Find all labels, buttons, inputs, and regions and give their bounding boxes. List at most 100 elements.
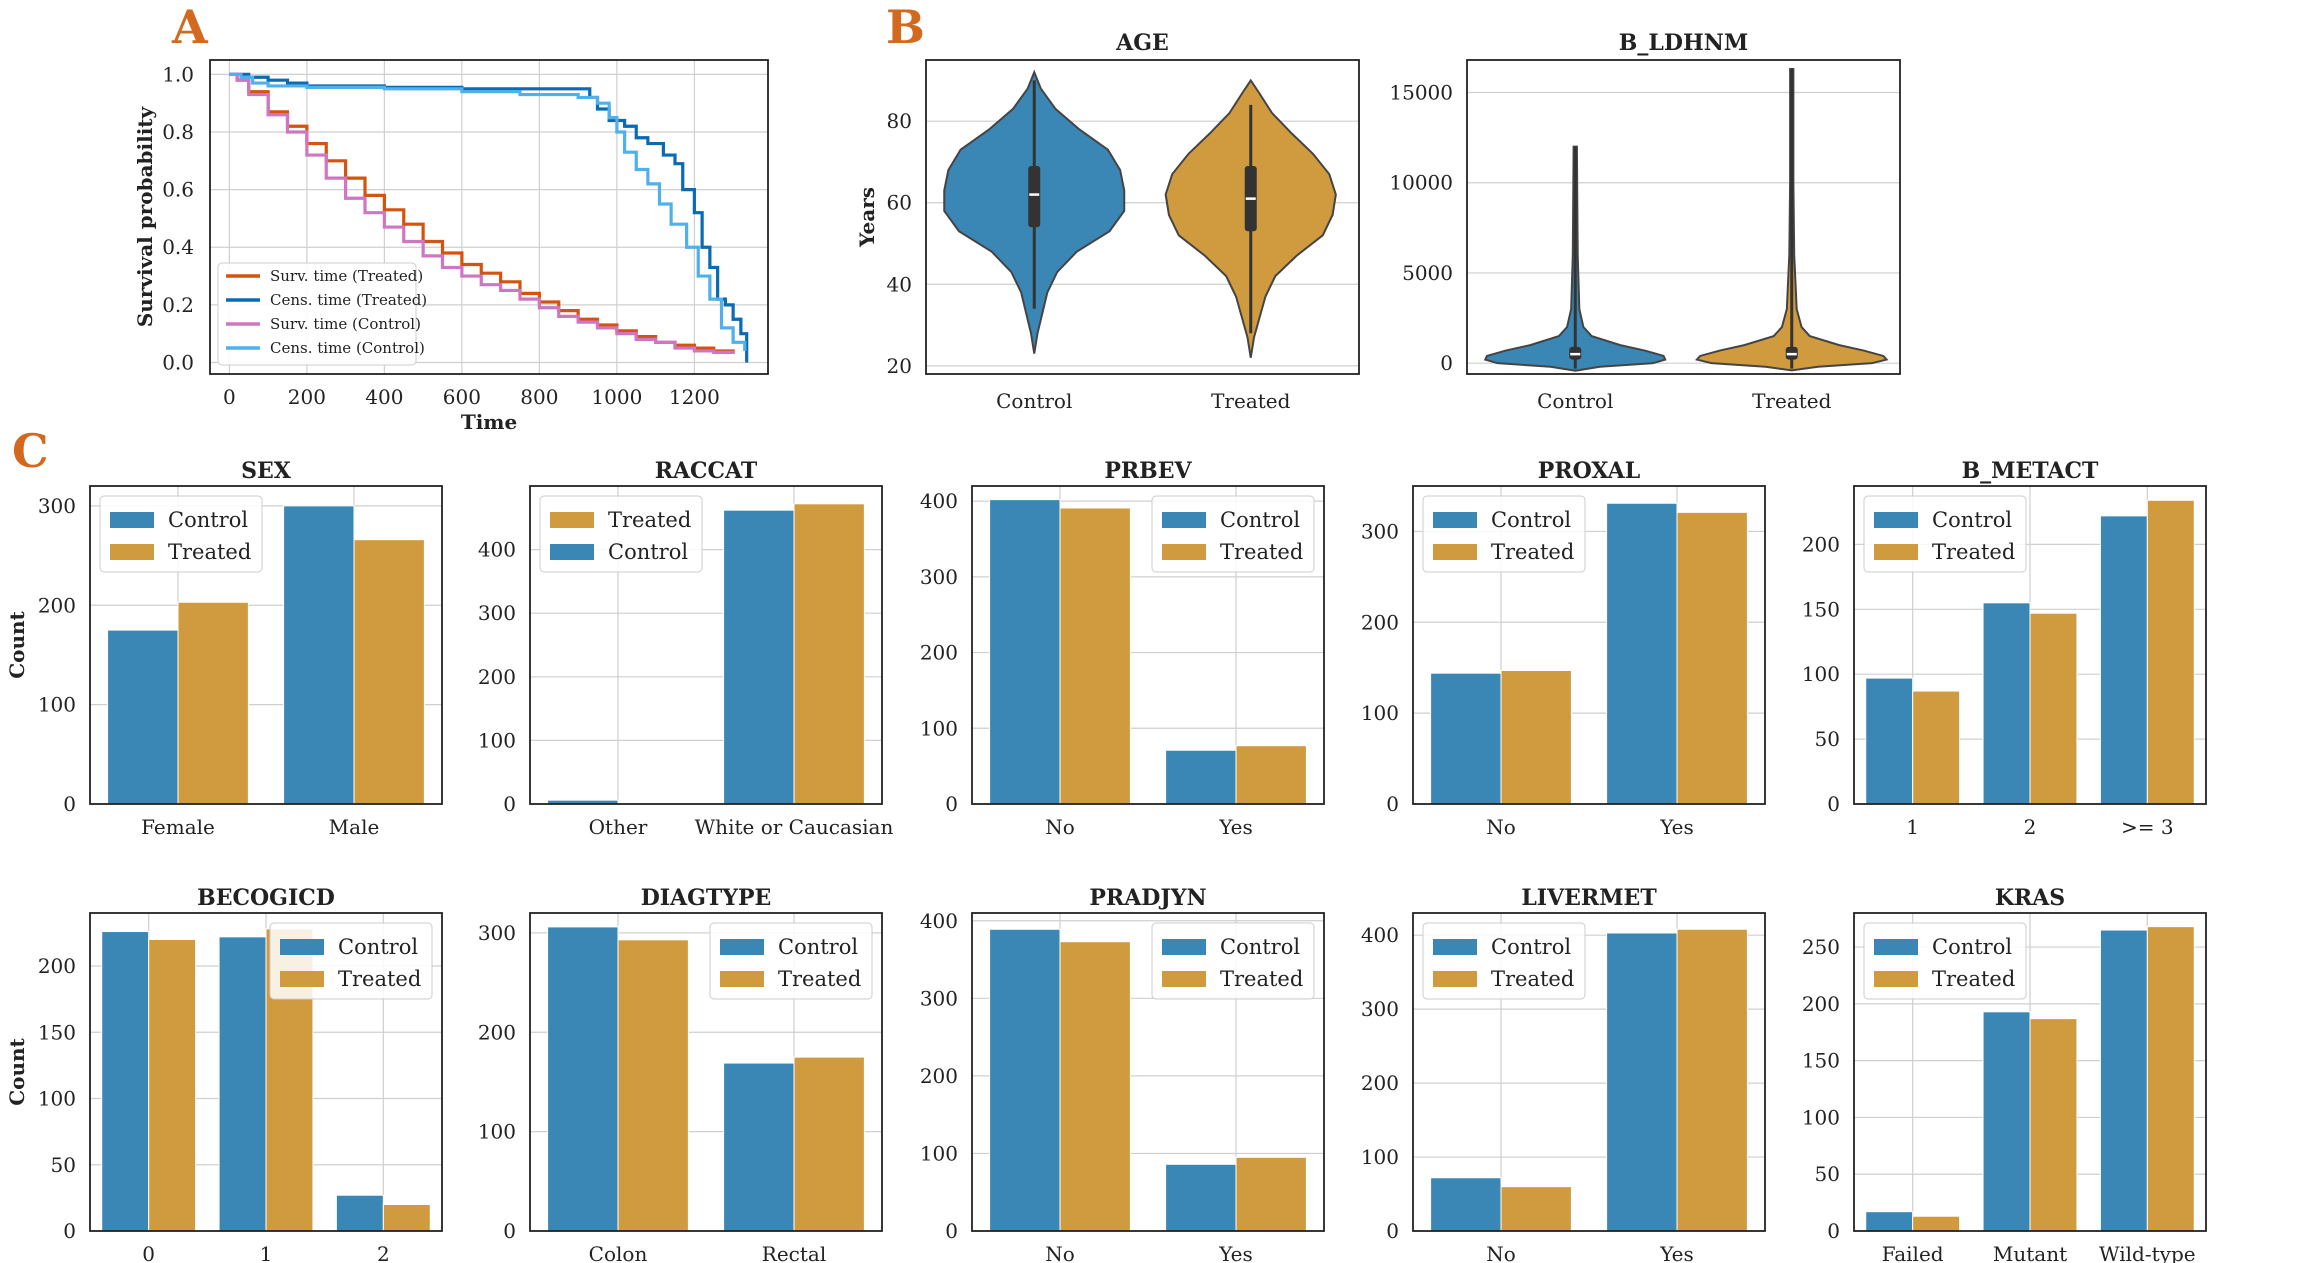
plot-frame	[89, 485, 443, 805]
x-tick-label: 400	[365, 385, 403, 409]
y-tick-label: 40	[887, 272, 912, 296]
legend-swatch	[1433, 939, 1477, 955]
plot-frame	[1412, 912, 1766, 1232]
bar	[1865, 677, 1914, 805]
plot-frame	[529, 912, 883, 1232]
legend: Surv. time (Treated) Cens. time (Treated)…	[217, 262, 427, 366]
y-tick-label: 200	[1802, 532, 1840, 556]
x-tick-label: Control	[1537, 389, 1613, 413]
legend: Treated Control	[539, 495, 703, 573]
y-tick-label: 100	[38, 693, 76, 717]
chart-title: B_METACT	[1962, 458, 2099, 484]
bar	[1676, 511, 1748, 805]
x-tick-label: Treated	[1752, 389, 1832, 413]
x-tick-label: Other	[589, 815, 648, 839]
bar-chart: 0 50 100 150 200 0 1 2 Control Treated BECOGICD Cou…	[5, 885, 443, 1263]
y-tick-label: 0.2	[162, 293, 194, 317]
y-tick-label: 400	[920, 909, 958, 933]
y-tick-label: 50	[1815, 1162, 1840, 1186]
legend-label: Cens. time (Control)	[270, 339, 425, 357]
x-tick-label: Rectal	[762, 1242, 826, 1263]
x-tick-label: Mutant	[1993, 1242, 2067, 1263]
y-tick-label: 10000	[1389, 171, 1453, 195]
plot-frame	[971, 485, 1325, 805]
y-tick-label: 300	[920, 565, 958, 589]
legend-label: Control	[608, 540, 688, 564]
violin-chart: 0 5000 10000 15000 Control Treated B_LDHNM	[1389, 30, 1901, 413]
x-tick-label: 1000	[591, 385, 642, 409]
y-tick-label: 200	[920, 1064, 958, 1088]
legend-swatch	[280, 939, 324, 955]
legend-label: Control	[1932, 508, 2012, 532]
x-tick-label: Yes	[1659, 815, 1694, 839]
y-axis-label: Count	[5, 1037, 29, 1105]
y-tick-label: 0	[63, 1219, 76, 1243]
legend-swatch	[550, 512, 594, 528]
legend-swatch	[1874, 544, 1918, 560]
legend-label: Surv. time (Treated)	[270, 267, 423, 285]
y-tick-label: 60	[887, 191, 912, 215]
bar-chart: 0 100 200 300 Colon Rectal Control Treated DIAGT…	[478, 885, 883, 1263]
y-tick-label: 0.6	[162, 178, 194, 202]
y-tick-label: 200	[1802, 992, 1840, 1016]
y-tick-label: 0	[503, 792, 516, 816]
y-tick-label: 50	[51, 1153, 76, 1177]
x-tick-label: Wild-type	[2099, 1242, 2196, 1263]
legend-label: Control	[1220, 508, 1300, 532]
chart-title: SEX	[241, 458, 292, 484]
legend-swatch	[1433, 971, 1477, 987]
y-tick-label: 20	[887, 354, 912, 378]
bar	[335, 1194, 384, 1232]
x-tick-label: 200	[288, 385, 326, 409]
legend-swatch	[1433, 544, 1477, 560]
x-tick-label: Colon	[589, 1242, 648, 1263]
bar	[1912, 690, 1961, 805]
chart-title: LIVERMET	[1521, 885, 1657, 911]
y-tick-label: 0	[945, 792, 958, 816]
y-tick-label: 5000	[1402, 261, 1453, 285]
legend-swatch	[110, 512, 154, 528]
bar	[1165, 1163, 1237, 1232]
y-tick-label: 150	[1802, 1049, 1840, 1073]
chart-title: PROXAL	[1538, 458, 1640, 484]
legend-label: Control	[1220, 935, 1300, 959]
bar	[1982, 1011, 2031, 1232]
bar	[2029, 612, 2078, 805]
survival-line	[229, 72, 735, 354]
x-tick-label: 2	[377, 1242, 390, 1263]
legend: Control Treated	[1422, 495, 1586, 573]
bar	[2099, 515, 2148, 805]
x-tick-label: No	[1486, 815, 1516, 839]
y-tick-label: 200	[920, 641, 958, 665]
legend-swatch	[550, 544, 594, 560]
x-tick-label: 1	[260, 1242, 273, 1263]
bar	[283, 505, 355, 805]
bar	[353, 539, 425, 805]
legend-swatch	[1874, 971, 1918, 987]
y-tick-label: 15000	[1389, 80, 1453, 104]
bar	[1606, 502, 1678, 805]
chart-title: RACCAT	[655, 458, 758, 484]
legend-label: Control	[1491, 935, 1571, 959]
x-tick-label: 2	[2024, 815, 2037, 839]
legend-label: Treated	[338, 967, 421, 991]
legend-label: Control	[1932, 935, 2012, 959]
y-axis-label: Survival probability	[133, 105, 157, 327]
plot-frame	[1412, 485, 1766, 805]
legend-swatch	[1162, 544, 1206, 560]
x-tick-label: 0	[142, 1242, 155, 1263]
y-tick-label: 400	[1361, 923, 1399, 947]
bar	[218, 936, 267, 1232]
x-tick-label: Male	[329, 815, 380, 839]
y-tick-label: 200	[1361, 1071, 1399, 1095]
y-tick-label: 400	[478, 538, 516, 562]
y-tick-label: 100	[478, 728, 516, 752]
bar-chart: 0 100 200 300 400 No Yes Control Treated PRBEV	[920, 458, 1325, 839]
legend-swatch	[1874, 939, 1918, 955]
legend-label: Treated	[1491, 967, 1574, 991]
survival-line	[229, 72, 747, 351]
legend-swatch	[1162, 939, 1206, 955]
plot-frame	[1466, 59, 1901, 375]
x-tick-label: 1	[1906, 815, 1919, 839]
x-tick-label: No	[1486, 1242, 1516, 1263]
